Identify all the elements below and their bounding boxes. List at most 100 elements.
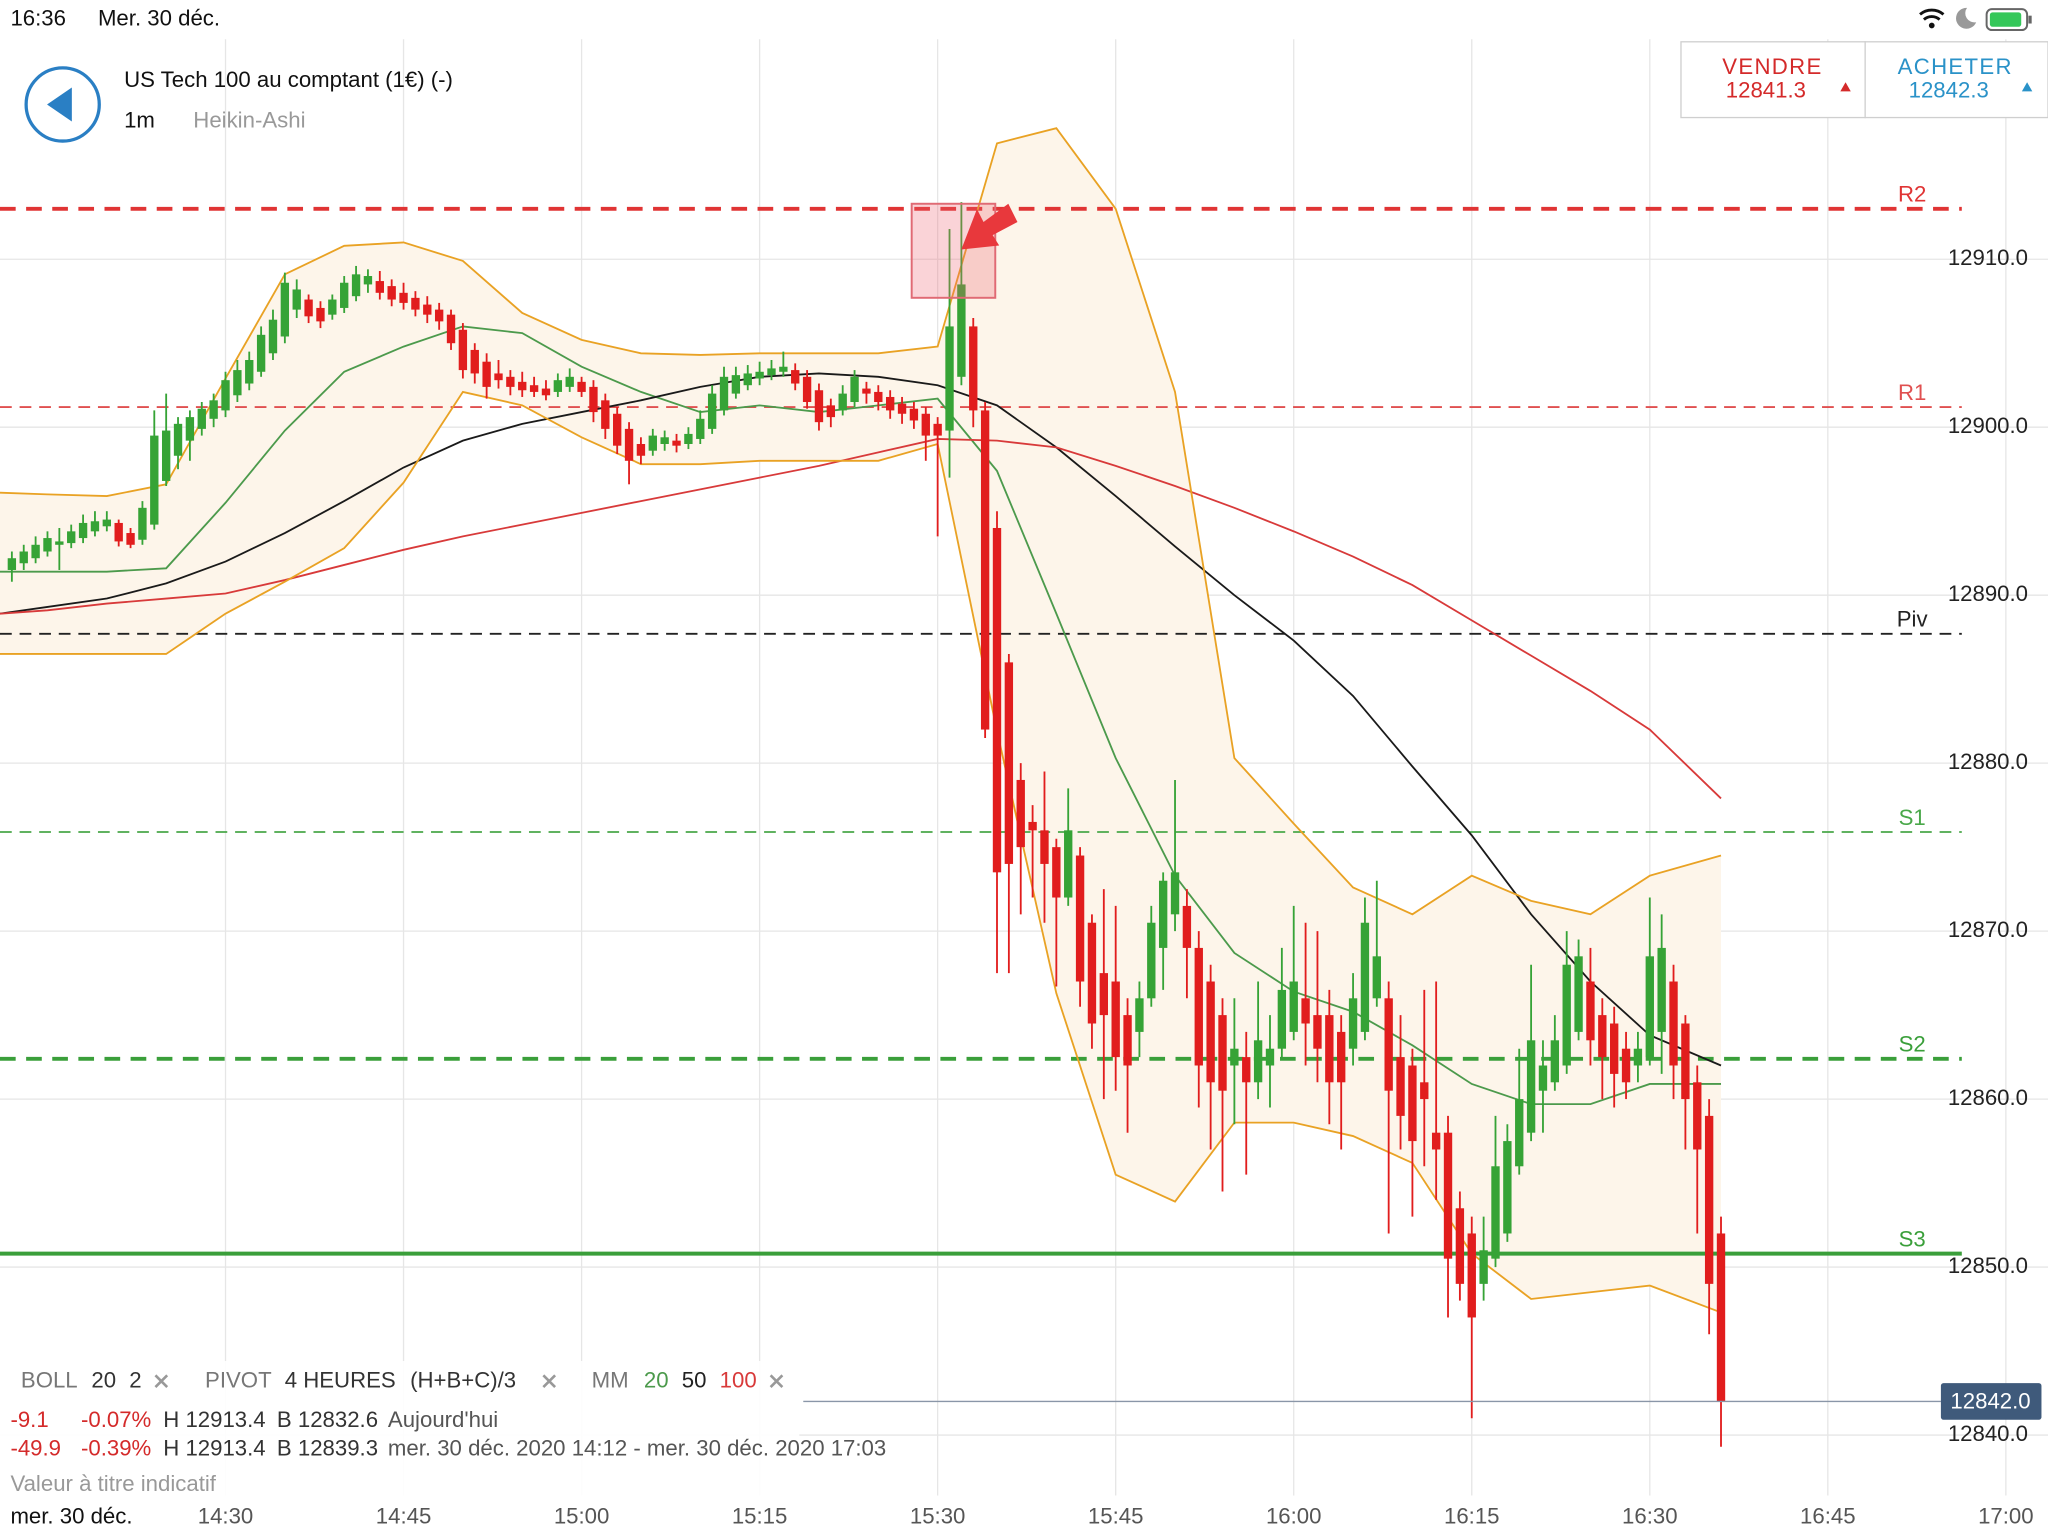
- candle-body: [387, 286, 396, 300]
- remove-boll[interactable]: [154, 1374, 169, 1389]
- candle-body: [1289, 981, 1298, 1032]
- candle-body: [1242, 1057, 1251, 1083]
- change: -49.9: [10, 1436, 61, 1461]
- buy-label[interactable]: ACHETER: [1898, 54, 2013, 79]
- candle-body: [1479, 1250, 1488, 1284]
- candle-body: [1515, 1099, 1524, 1167]
- back-button[interactable]: [24, 66, 101, 143]
- candle-body: [613, 413, 622, 446]
- sell-label[interactable]: VENDRE: [1722, 54, 1822, 79]
- plot-area: [0, 39, 2048, 1496]
- axes: 14:30 14:45 15:00 15:15 15:30 15:45 16:00 16:15…: [198, 182, 2042, 1529]
- candle-body: [945, 326, 954, 431]
- candle-body: [791, 370, 800, 384]
- candle-body: [1099, 973, 1108, 1016]
- candle-body: [67, 531, 76, 544]
- chart-style[interactable]: Heikin-Ashi: [193, 107, 305, 132]
- candle-body: [233, 370, 242, 396]
- candle-body: [1135, 998, 1144, 1032]
- stats: -9.1 -0.07% H 12913.4 B 12832.6 Aujourd'…: [10, 1407, 886, 1461]
- candle-body: [1491, 1166, 1500, 1259]
- wifi-icon: [1919, 8, 1945, 21]
- boll-name[interactable]: BOLL: [21, 1368, 78, 1393]
- buy-button[interactable]: ACHETER 12842.3: [1864, 41, 2048, 119]
- last-price-tag: [1940, 1383, 2042, 1420]
- candle-body: [1277, 989, 1287, 1049]
- candle-body: [78, 522, 88, 539]
- candle-body: [1420, 1082, 1429, 1100]
- candle-body: [292, 289, 301, 310]
- candle-body: [1052, 847, 1061, 898]
- candle-body: [862, 388, 871, 394]
- candle-body: [826, 405, 836, 418]
- candle-body: [43, 538, 52, 552]
- mm-name[interactable]: MM: [592, 1368, 629, 1393]
- x-tick-label: 17:00: [1978, 1504, 2034, 1529]
- candle-body: [589, 386, 598, 413]
- candle-body: [31, 544, 40, 559]
- x-tick-label: 16:00: [1266, 1504, 1322, 1529]
- interval[interactable]: 1m: [124, 107, 155, 132]
- candle-body: [434, 309, 444, 322]
- candle-body: [245, 360, 254, 384]
- candle-body: [1123, 1015, 1132, 1066]
- change-pct: -0.07%: [81, 1407, 151, 1432]
- candle-body: [838, 393, 847, 411]
- candle-body: [992, 527, 1002, 873]
- candle-body: [684, 433, 693, 444]
- sell-price[interactable]: 12841.3: [1726, 77, 1806, 102]
- candle-body: [1265, 1048, 1275, 1066]
- overlay-line: [0, 438, 1722, 800]
- candle-body: [933, 423, 942, 436]
- candle-body: [1657, 947, 1666, 1032]
- candle-body: [1147, 922, 1156, 999]
- candle-body: [1704, 1115, 1714, 1284]
- boll-period: 20: [91, 1368, 116, 1393]
- candle-body: [1550, 1040, 1560, 1083]
- boll-deviation: 2: [129, 1368, 141, 1393]
- sell-button[interactable]: VENDRE 12841.3: [1680, 41, 1866, 119]
- candle-body: [601, 400, 610, 429]
- candle-body: [411, 297, 420, 310]
- candle-body: [375, 281, 384, 293]
- candle-body: [1218, 1015, 1227, 1091]
- x-tick-label: 16:15: [1444, 1504, 1500, 1529]
- buy-box[interactable]: [1864, 41, 2048, 119]
- remove-pivot[interactable]: [542, 1374, 557, 1389]
- candle-body: [1064, 830, 1073, 898]
- status-icons: [1919, 7, 2032, 32]
- candle-body: [850, 376, 859, 403]
- candle-body: [909, 408, 919, 421]
- candle-body: [577, 381, 586, 392]
- candle-body: [1301, 998, 1310, 1024]
- pivot-name[interactable]: PIVOT: [205, 1368, 272, 1393]
- candle-body: [221, 380, 230, 411]
- candle-body: [494, 373, 503, 381]
- candle-body: [90, 521, 100, 532]
- candle-body: [1669, 981, 1678, 1066]
- candle-body: [1633, 1048, 1643, 1066]
- instrument-title: US Tech 100 au comptant (1€) (-): [124, 67, 453, 92]
- y-tick-label: 12900.0: [1948, 413, 2028, 438]
- mm-period: 100: [720, 1368, 757, 1393]
- candle-body: [1348, 998, 1358, 1049]
- period: Aujourd'hui: [388, 1407, 498, 1432]
- candle-body: [814, 390, 824, 423]
- candle-body: [363, 276, 373, 285]
- candle-body: [1111, 981, 1120, 1058]
- candle-body: [304, 299, 313, 317]
- candle-body: [482, 361, 491, 387]
- last-price-label: 12842.0: [1950, 1389, 2030, 1414]
- back-button-icon[interactable]: [47, 87, 72, 122]
- x-tick-label: 14:45: [376, 1504, 432, 1529]
- buy-price[interactable]: 12842.3: [1909, 77, 1989, 102]
- sell-box[interactable]: [1680, 41, 1866, 119]
- pivot-level-label: Piv: [1897, 607, 1929, 632]
- pivot-level-label: R1: [1898, 380, 1926, 405]
- info-panel: [0, 1360, 800, 1505]
- remove-mm[interactable]: [769, 1374, 784, 1389]
- pivot-timeframe: 4 HEURES: [285, 1368, 396, 1393]
- candle-body: [126, 533, 135, 545]
- y-tick-label: 12870.0: [1948, 917, 2028, 942]
